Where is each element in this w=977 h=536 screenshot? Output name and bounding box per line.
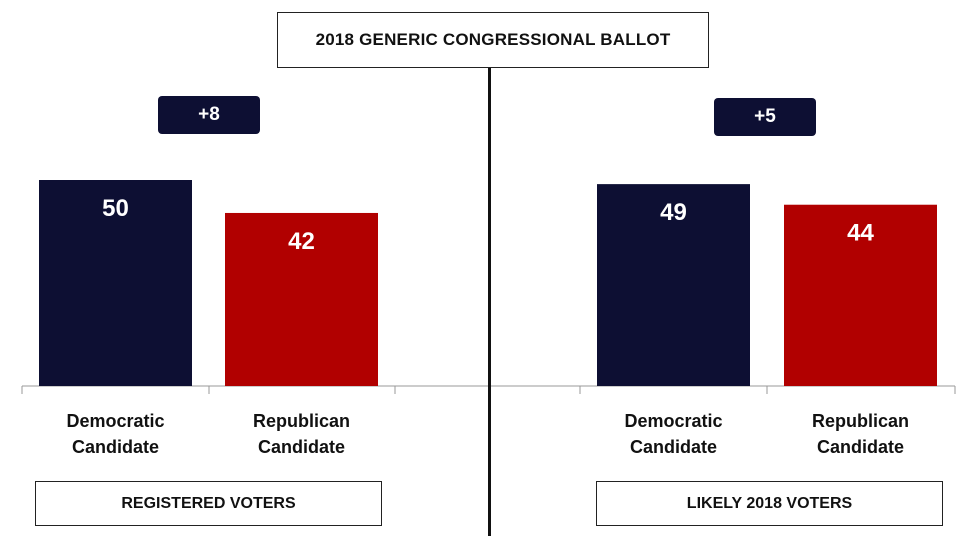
likely-republican-bar: [784, 204, 937, 386]
likely-lead-badge: +5: [714, 98, 816, 136]
registered-democratic-value-label: 50: [102, 195, 129, 222]
likely-republican-value-label: 44: [847, 220, 874, 247]
registered-republican-category-label: Republican Candidate: [253, 411, 350, 457]
likely-democratic-bar: [597, 184, 750, 386]
likely-democratic-category-label: Democratic Candidate: [624, 411, 722, 457]
registered-republican-value-label: 42: [288, 228, 315, 255]
likely-voters-label: LIKELY 2018 VOTERS: [596, 481, 943, 526]
chart-title: 2018 GENERIC CONGRESSIONAL BALLOT: [277, 12, 709, 68]
panel-divider: [488, 68, 491, 536]
likely-democratic-value-label: 49: [660, 199, 687, 226]
registered-lead-badge: +8: [158, 96, 260, 134]
registered-voters-label: REGISTERED VOTERS: [35, 481, 382, 526]
likely-republican-category-label: Republican Candidate: [812, 411, 909, 457]
registered-democratic-category-label: Democratic Candidate: [66, 411, 164, 457]
registered-republican-bar: [225, 212, 378, 386]
registered-democratic-bar: [39, 180, 192, 386]
